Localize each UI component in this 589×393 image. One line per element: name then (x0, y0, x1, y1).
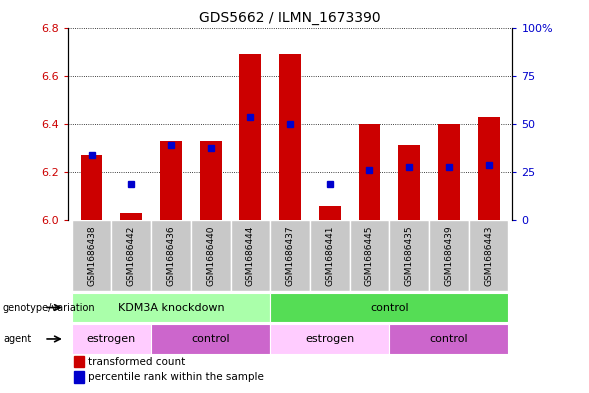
Bar (398, 145, 420, 220)
Text: GSM1686443: GSM1686443 (484, 226, 493, 286)
Bar (200, 141, 221, 220)
Bar (270, 293, 508, 322)
Bar (81, 155, 102, 220)
Text: GSM1686441: GSM1686441 (325, 226, 335, 286)
Bar (389, 324, 508, 354)
Bar (230, 220, 270, 291)
Text: GSM1686438: GSM1686438 (87, 226, 96, 286)
Bar (72, 220, 111, 291)
Text: KDM3A knockdown: KDM3A knockdown (118, 303, 224, 312)
Text: genotype/variation: genotype/variation (3, 303, 95, 312)
Bar (359, 124, 380, 220)
Bar (279, 54, 301, 220)
Title: GDS5662 / ILMN_1673390: GDS5662 / ILMN_1673390 (199, 11, 381, 25)
Text: percentile rank within the sample: percentile rank within the sample (88, 372, 264, 382)
Bar (151, 324, 270, 354)
Bar (270, 220, 310, 291)
Bar (469, 220, 508, 291)
Text: control: control (370, 303, 409, 312)
Bar (350, 220, 389, 291)
Bar (160, 141, 182, 220)
Bar (438, 124, 460, 220)
Bar (240, 54, 262, 220)
Bar (191, 220, 230, 291)
Text: GSM1686444: GSM1686444 (246, 226, 255, 286)
Bar (270, 324, 389, 354)
Text: GSM1686437: GSM1686437 (286, 226, 294, 286)
Text: control: control (191, 334, 230, 344)
Text: transformed count: transformed count (88, 356, 186, 367)
Text: GSM1686439: GSM1686439 (445, 226, 454, 286)
Text: GSM1686442: GSM1686442 (127, 226, 135, 286)
Text: agent: agent (3, 334, 31, 344)
Bar (389, 220, 429, 291)
Text: GSM1686440: GSM1686440 (206, 226, 215, 286)
Text: GSM1686435: GSM1686435 (405, 226, 413, 286)
Bar (111, 220, 151, 291)
Bar (310, 220, 350, 291)
Bar (151, 220, 191, 291)
Text: GSM1686436: GSM1686436 (167, 226, 176, 286)
Text: estrogen: estrogen (87, 334, 136, 344)
Bar (319, 206, 340, 220)
Bar (120, 213, 142, 220)
Text: control: control (429, 334, 468, 344)
Bar (478, 117, 499, 220)
Bar (72, 324, 151, 354)
Bar (72, 293, 270, 322)
Bar (429, 220, 469, 291)
Text: GSM1686445: GSM1686445 (365, 226, 374, 286)
Text: estrogen: estrogen (305, 334, 355, 344)
